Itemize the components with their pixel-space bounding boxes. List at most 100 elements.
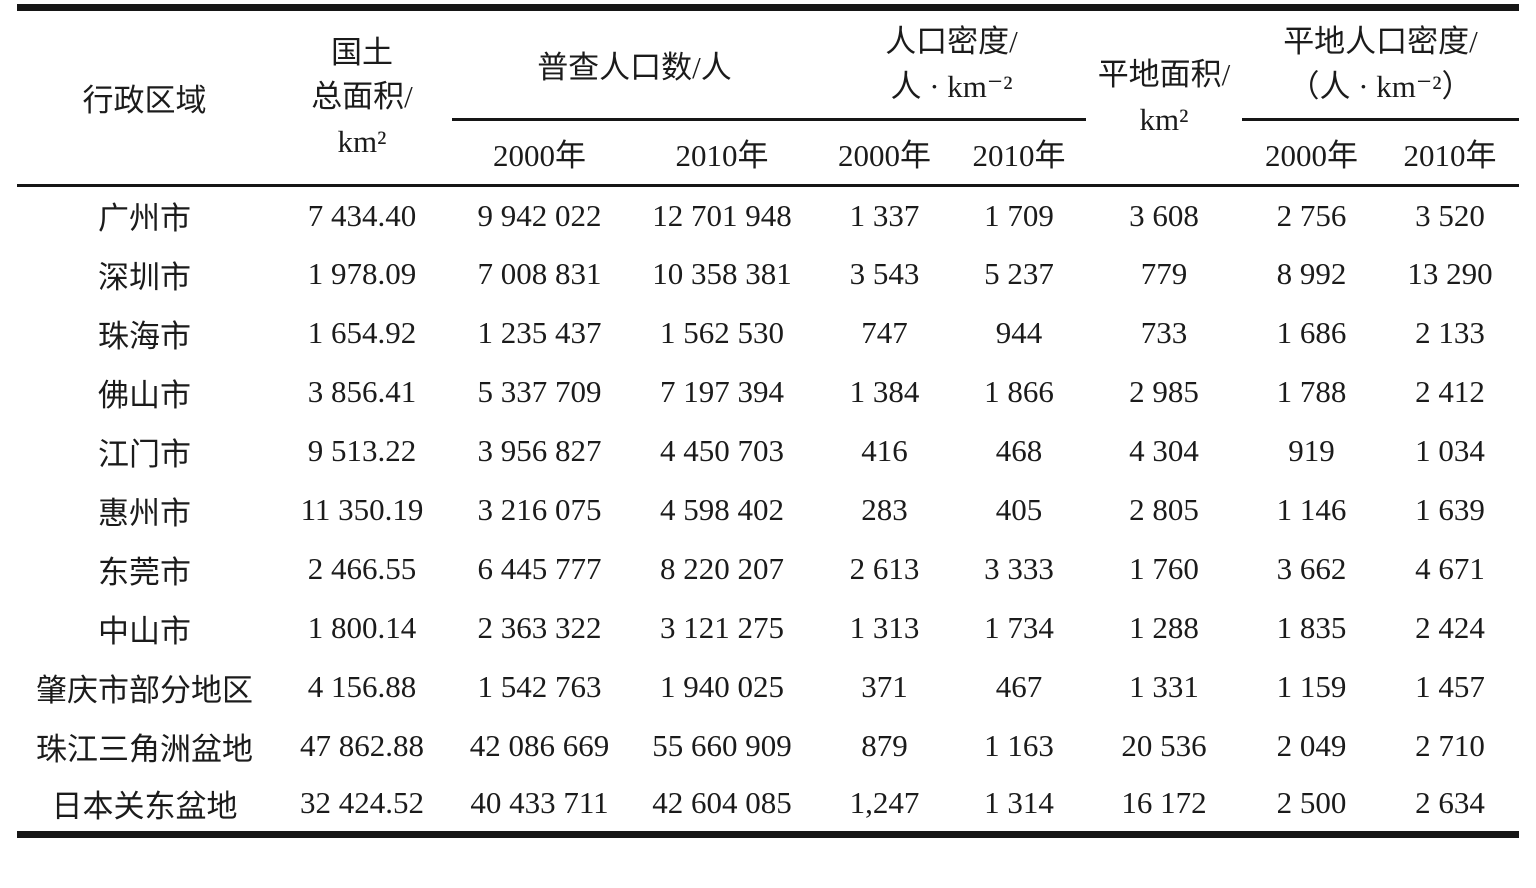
cell-region: 日本关东盆地 bbox=[51, 788, 238, 824]
cell-flat-area: 3 608 bbox=[1129, 197, 1199, 233]
cell-flat-density-2000: 8 992 bbox=[1276, 256, 1347, 291]
cell-flat-area: 2 805 bbox=[1129, 492, 1199, 527]
cell-pop-2000: 1 235 437 bbox=[477, 315, 602, 350]
cell-flat-area: 2 985 bbox=[1129, 374, 1199, 409]
cell-region: 佛山市 bbox=[98, 377, 191, 413]
cell-density-2000: 1 313 bbox=[849, 610, 920, 645]
cell-land-area: 3 856.41 bbox=[307, 374, 417, 409]
cell-density-2010: 1 163 bbox=[984, 728, 1054, 763]
cell-region: 中山市 bbox=[98, 613, 191, 649]
cell-flat-density-2010: 13 290 bbox=[1407, 256, 1493, 291]
table-row: 肇庆市部分地区 4 156.88 1 542 763 1 940 025 371 467 1… bbox=[17, 658, 1519, 717]
cell-land-area: 4 156.88 bbox=[307, 669, 417, 704]
cell-density-2000: 747 bbox=[861, 315, 908, 350]
header-pop-year-2000: 2000年 bbox=[452, 119, 627, 187]
cell-flat-density-2000: 1 146 bbox=[1276, 492, 1347, 527]
header-flat-density-year-2000: 2000年 bbox=[1242, 119, 1381, 187]
cell-flat-area: 16 172 bbox=[1121, 785, 1207, 821]
cell-pop-2010: 12 701 948 bbox=[652, 197, 792, 233]
cell-flat-density-2000: 1 686 bbox=[1276, 315, 1347, 350]
cell-flat-density-2000: 1 788 bbox=[1276, 374, 1347, 409]
cell-pop-2010: 1 562 530 bbox=[660, 315, 784, 350]
cell-flat-area: 4 304 bbox=[1129, 433, 1199, 468]
cell-flat-density-2010: 2 710 bbox=[1415, 728, 1485, 763]
header-pop-year-2010: 2010年 bbox=[627, 119, 817, 187]
header-flat-population-density: 平地人口密度/ （人 · km⁻²） bbox=[1242, 7, 1519, 121]
cell-flat-density-2010: 1 457 bbox=[1415, 669, 1485, 704]
cell-flat-area: 779 bbox=[1140, 256, 1188, 291]
cell-region: 江门市 bbox=[98, 436, 191, 472]
cell-region: 惠州市 bbox=[98, 495, 191, 531]
table-row: 日本关东盆地 32 424.52 40 433 711 42 604 085 1,247… bbox=[17, 776, 1519, 835]
cell-density-2010: 3 333 bbox=[984, 551, 1054, 586]
statistics-table: 行政区域 国土 总面积/ km² 普查人口数/人 人口密度/ 人 · km⁻² … bbox=[17, 4, 1519, 838]
cell-land-area: 32 424.52 bbox=[300, 785, 424, 821]
cell-land-area: 47 862.88 bbox=[300, 728, 424, 763]
cell-pop-2000: 42 086 669 bbox=[469, 728, 610, 763]
header-density-year-2010: 2010年 bbox=[952, 119, 1086, 187]
header-region: 行政区域 bbox=[17, 7, 272, 187]
table-row: 珠海市 1 654.92 1 235 437 1 562 530 747 944 733 1 … bbox=[17, 304, 1519, 363]
cell-flat-density-2010: 2 424 bbox=[1415, 610, 1485, 645]
cell-density-2010: 468 bbox=[995, 433, 1043, 468]
cell-flat-density-2000: 1 835 bbox=[1276, 610, 1347, 645]
cell-density-2000: 1,247 bbox=[849, 785, 920, 821]
cell-region: 东莞市 bbox=[98, 554, 191, 590]
cell-flat-density-2000: 2 500 bbox=[1276, 785, 1347, 821]
cell-flat-density-2000: 919 bbox=[1288, 433, 1335, 468]
cell-density-2000: 879 bbox=[861, 728, 908, 763]
cell-pop-2000: 2 363 322 bbox=[477, 610, 602, 645]
cell-pop-2000: 1 542 763 bbox=[477, 669, 602, 704]
cell-density-2000: 1 384 bbox=[849, 374, 920, 409]
table-row: 广州市 7 434.40 9 942 022 12 701 948 1 337 1 709… bbox=[17, 186, 1519, 245]
cell-flat-density-2000: 2 756 bbox=[1276, 197, 1347, 233]
cell-pop-2000: 3 216 075 bbox=[477, 492, 602, 527]
header-census-population: 普查人口数/人 bbox=[452, 7, 817, 121]
cell-density-2010: 467 bbox=[995, 669, 1043, 704]
cell-flat-area: 1 331 bbox=[1129, 669, 1199, 704]
cell-flat-density-2010: 2 133 bbox=[1415, 315, 1485, 350]
cell-density-2000: 371 bbox=[861, 669, 908, 704]
cell-density-2000: 1 337 bbox=[849, 197, 920, 233]
cell-pop-2010: 4 450 703 bbox=[660, 433, 784, 468]
cell-pop-2000: 7 008 831 bbox=[477, 256, 602, 291]
cell-density-2010: 944 bbox=[995, 315, 1043, 350]
cell-land-area: 1 654.92 bbox=[307, 315, 417, 350]
cell-land-area: 9 513.22 bbox=[307, 433, 417, 468]
cell-region: 深圳市 bbox=[98, 259, 191, 295]
cell-flat-density-2010: 2 412 bbox=[1415, 374, 1485, 409]
cell-pop-2010: 3 121 275 bbox=[660, 610, 784, 645]
cell-flat-density-2010: 1 034 bbox=[1415, 433, 1485, 468]
cell-land-area: 11 350.19 bbox=[300, 492, 424, 527]
cell-pop-2010: 10 358 381 bbox=[652, 256, 792, 291]
cell-flat-density-2000: 1 159 bbox=[1276, 669, 1347, 704]
header-row-years: 2000年 2010年 2000年 2010年 2000年 2010年 bbox=[17, 119, 1519, 187]
table-header: 行政区域 国土 总面积/ km² 普查人口数/人 人口密度/ 人 · km⁻² … bbox=[17, 7, 1519, 187]
cell-density-2010: 1 866 bbox=[984, 374, 1054, 409]
table-row: 深圳市 1 978.09 7 008 831 10 358 381 3 543 5 237… bbox=[17, 245, 1519, 304]
cell-region: 肇庆市部分地区 bbox=[36, 672, 253, 708]
cell-pop-2010: 42 604 085 bbox=[652, 785, 792, 821]
header-flat-density-year-2010: 2010年 bbox=[1381, 119, 1519, 187]
cell-flat-density-2000: 2 049 bbox=[1276, 728, 1347, 763]
table-row: 东莞市 2 466.55 6 445 777 8 220 207 2 613 3 333 1… bbox=[17, 540, 1519, 599]
cell-flat-density-2000: 3 662 bbox=[1276, 551, 1347, 586]
cell-flat-area: 20 536 bbox=[1121, 728, 1207, 763]
cell-land-area: 1 800.14 bbox=[307, 610, 417, 645]
cell-pop-2000: 9 942 022 bbox=[477, 197, 602, 233]
table-row: 江门市 9 513.22 3 956 827 4 450 703 416 468 4 304… bbox=[17, 422, 1519, 481]
cell-flat-area: 1 288 bbox=[1129, 610, 1199, 645]
header-land-area: 国土 总面积/ km² bbox=[272, 7, 452, 187]
cell-density-2010: 1 709 bbox=[984, 197, 1054, 233]
cell-flat-density-2010: 1 639 bbox=[1415, 492, 1485, 527]
cell-region: 珠海市 bbox=[98, 318, 191, 354]
cell-flat-area: 1 760 bbox=[1129, 551, 1199, 586]
cell-flat-density-2010: 2 634 bbox=[1415, 785, 1485, 821]
cell-land-area: 1 978.09 bbox=[307, 256, 417, 291]
cell-pop-2000: 3 956 827 bbox=[477, 433, 602, 468]
header-population-density: 人口密度/ 人 · km⁻² bbox=[817, 7, 1086, 121]
cell-pop-2010: 1 940 025 bbox=[660, 669, 784, 704]
cell-density-2000: 283 bbox=[861, 492, 908, 527]
cell-flat-density-2010: 3 520 bbox=[1415, 197, 1485, 233]
